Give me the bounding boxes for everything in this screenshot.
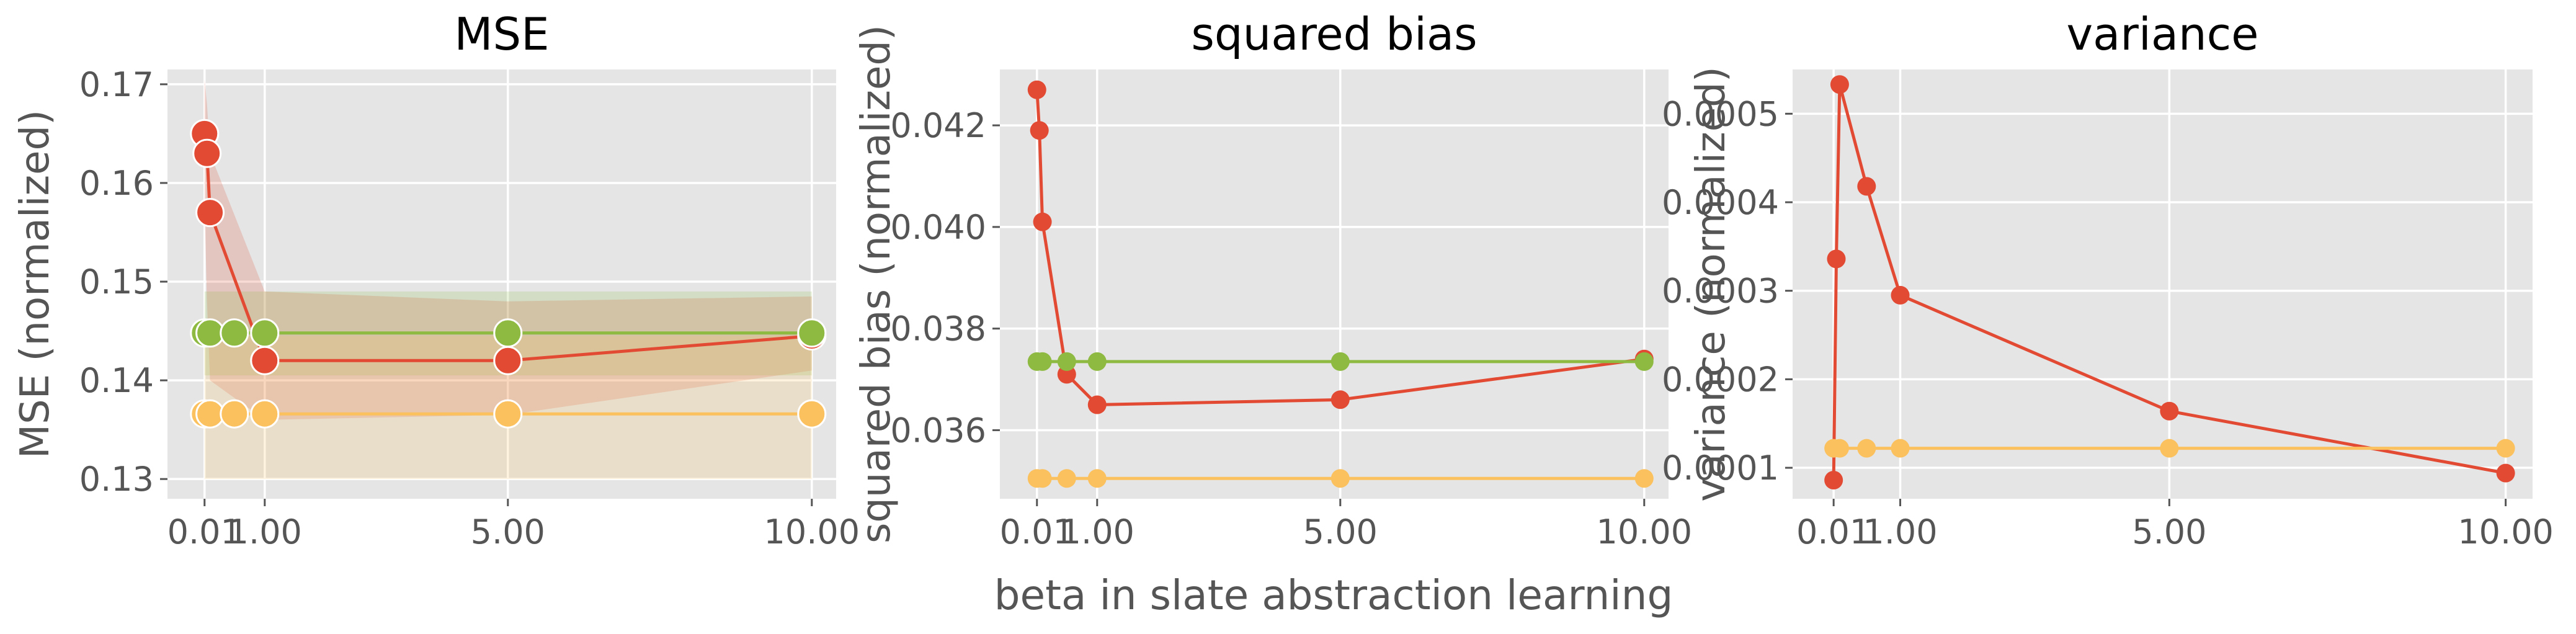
squared-bias-green-point xyxy=(1057,352,1076,371)
squared-bias-x-tick-label: 5.00 xyxy=(1303,512,1378,551)
squared-bias-y-axis-label: squared bias (normalized) xyxy=(853,25,899,543)
mse-red-band xyxy=(204,79,812,420)
variance-yellow-point xyxy=(1857,439,1876,458)
mse-green-point xyxy=(797,318,827,348)
squared-bias-x-tick-label: 0.01 xyxy=(1000,512,1074,551)
variance-y-tick-label: 0.0005 xyxy=(1662,94,1779,133)
variance-red-point xyxy=(1830,75,1849,94)
variance-red-point xyxy=(1857,177,1876,196)
mse-yellow-point xyxy=(250,399,280,429)
variance-yellow-point xyxy=(1891,439,1910,458)
variance-panel: 0.011.00 5.00 10.00 0.00010.00020.00030.00… xyxy=(1662,8,2554,551)
squared-bias-green-point xyxy=(1033,352,1052,371)
mse-red-point xyxy=(250,346,280,375)
mse-yellow-point xyxy=(797,399,827,429)
squared-bias-yellow-point xyxy=(1634,469,1654,488)
variance-y-axis-label: variance (normalized) xyxy=(1688,66,1734,501)
mse-y-tick-label: 0.15 xyxy=(79,262,154,301)
mse-green-point xyxy=(493,318,523,348)
mse-y-tick-label: 0.14 xyxy=(79,361,154,400)
squared-bias-green-point xyxy=(1330,352,1350,371)
variance-x-tick-labels: 0.011.00 5.00 10.00 xyxy=(1796,499,2554,551)
variance-grid xyxy=(1793,69,2533,499)
variance-y-tick-label: 0.0002 xyxy=(1662,360,1779,399)
variance-yellow-point xyxy=(1830,439,1849,458)
variance-x-tick-label: 1.00 xyxy=(1863,512,1937,551)
variance-yellow-point xyxy=(2496,439,2515,458)
variance-y-tick-label: 0.0003 xyxy=(1662,272,1779,311)
mse-yellow-point xyxy=(493,399,523,429)
variance-red-point xyxy=(2496,463,2515,483)
mse-x-tick-label: 5.00 xyxy=(471,512,545,551)
squared-bias-green-point xyxy=(1634,352,1654,371)
mse-panel: 0.011.00 5.00 10.00 0.13 0.14 0.15 0.16 0.17 M… xyxy=(12,8,860,551)
mse-red-point xyxy=(192,138,222,168)
variance-yellow-point xyxy=(2160,439,2179,458)
squared-bias-red-point xyxy=(1027,80,1046,99)
mse-x-tick-label: 0.01 xyxy=(167,512,242,551)
mse-plot-area xyxy=(167,69,836,499)
variance-x-tick-label: 5.00 xyxy=(2132,512,2206,551)
squared-bias-y-tick-labels: 0.036 0.038 0.040 0.042 xyxy=(890,106,1000,450)
squared-bias-y-tick-label: 0.042 xyxy=(890,106,986,145)
variance-red-point xyxy=(2160,401,2179,421)
mse-x-tick-label: 1.00 xyxy=(228,512,302,551)
mse-yellow-point xyxy=(195,399,225,429)
squared-bias-grid xyxy=(1000,69,1669,499)
squared-bias-y-tick-label: 0.038 xyxy=(890,310,986,349)
squared-bias-yellow-point xyxy=(1087,469,1107,488)
variance-plot-area xyxy=(1793,69,2533,499)
mse-series xyxy=(190,118,827,429)
mse-y-tick-label: 0.17 xyxy=(79,65,154,104)
squared-bias-x-tick-label: 1.00 xyxy=(1060,512,1134,551)
squared-bias-green-point xyxy=(1087,352,1107,371)
variance-title: variance xyxy=(2067,8,2259,60)
variance-red-point xyxy=(1824,471,1843,490)
mse-y-tick-labels: 0.13 0.14 0.15 0.16 0.17 xyxy=(79,65,167,499)
mse-title: MSE xyxy=(454,8,549,60)
mse-y-axis-label: MSE (normalized) xyxy=(12,110,58,458)
variance-x-tick-label: 0.01 xyxy=(1796,512,1871,551)
squared-bias-red-point xyxy=(1087,395,1107,414)
variance-red-point xyxy=(1827,249,1846,269)
variance-y-tick-label: 0.0001 xyxy=(1662,449,1779,488)
mse-green-point xyxy=(220,318,249,348)
squared-bias-x-tick-label: 10.00 xyxy=(1597,512,1693,551)
squared-bias-x-tick-labels: 0.011.00 5.00 10.00 xyxy=(1000,499,1692,551)
squared-bias-y-tick-label: 0.040 xyxy=(890,208,986,247)
mse-y-tick-label: 0.13 xyxy=(79,460,154,499)
squared-bias-yellow-point xyxy=(1057,469,1076,488)
squared-bias-red-point xyxy=(1330,390,1350,409)
mse-x-tick-label: 10.00 xyxy=(764,512,860,551)
mse-y-tick-label: 0.16 xyxy=(79,164,154,203)
variance-y-tick-label: 0.0004 xyxy=(1662,183,1779,222)
mse-yellow-point xyxy=(220,399,249,429)
variance-red-point xyxy=(1891,285,1910,305)
mse-red-point xyxy=(195,198,225,228)
mse-green-point xyxy=(250,318,280,348)
variance-series xyxy=(1824,75,2515,490)
variance-x-tick-label: 10.00 xyxy=(2458,512,2554,551)
mse-green-point xyxy=(195,318,225,348)
squared-bias-series xyxy=(1027,80,1654,488)
shared-x-axis-label: beta in slate abstraction learning xyxy=(994,571,1674,619)
squared-bias-y-tick-label: 0.036 xyxy=(890,411,986,450)
squared-bias-panel: 0.011.00 5.00 10.00 0.036 0.038 0.040 0.042 s… xyxy=(853,8,1692,551)
squared-bias-yellow-point xyxy=(1330,469,1350,488)
squared-bias-red-point xyxy=(1030,121,1049,140)
squared-bias-red-point xyxy=(1033,212,1052,231)
squared-bias-plot-area xyxy=(1000,69,1669,499)
mse-x-tick-labels: 0.011.00 5.00 10.00 xyxy=(167,499,860,551)
variance-y-tick-labels: 0.0001 0.0002 0.0003 0.0004 0.0005 xyxy=(1662,94,1793,488)
squared-bias-title: squared bias xyxy=(1191,8,1477,60)
mse-red-point xyxy=(493,346,523,375)
squared-bias-yellow-point xyxy=(1033,469,1052,488)
